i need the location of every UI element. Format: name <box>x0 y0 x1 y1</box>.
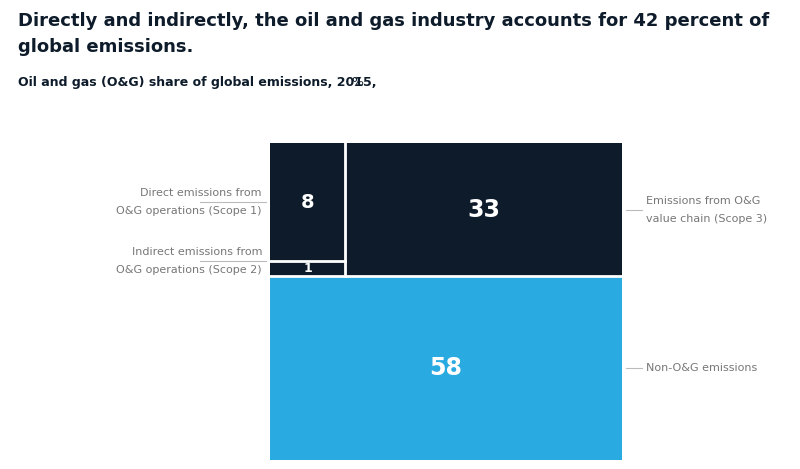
Bar <box>270 276 622 460</box>
Text: %: % <box>348 76 364 89</box>
Bar <box>346 143 622 276</box>
Text: 33: 33 <box>467 197 500 221</box>
Text: Non-O&G emissions: Non-O&G emissions <box>646 363 758 373</box>
Text: Oil and gas (O&G) share of global emissions, 2015,: Oil and gas (O&G) share of global emissi… <box>18 76 377 89</box>
Text: 1: 1 <box>303 262 312 275</box>
Text: O&G operations (Scope 2): O&G operations (Scope 2) <box>116 265 262 275</box>
Text: global emissions.: global emissions. <box>18 38 194 56</box>
Text: Emissions from O&G: Emissions from O&G <box>646 196 760 205</box>
Text: 8: 8 <box>301 193 314 212</box>
Text: Directly and indirectly, the oil and gas industry accounts for 42 percent of: Directly and indirectly, the oil and gas… <box>18 12 770 30</box>
Text: Indirect emissions from: Indirect emissions from <box>131 247 262 257</box>
Bar <box>270 143 346 261</box>
Text: value chain (Scope 3): value chain (Scope 3) <box>646 213 767 224</box>
Text: 58: 58 <box>430 356 462 380</box>
Text: Direct emissions from: Direct emissions from <box>141 188 262 198</box>
Text: O&G operations (Scope 1): O&G operations (Scope 1) <box>117 206 262 216</box>
Bar <box>270 261 346 276</box>
